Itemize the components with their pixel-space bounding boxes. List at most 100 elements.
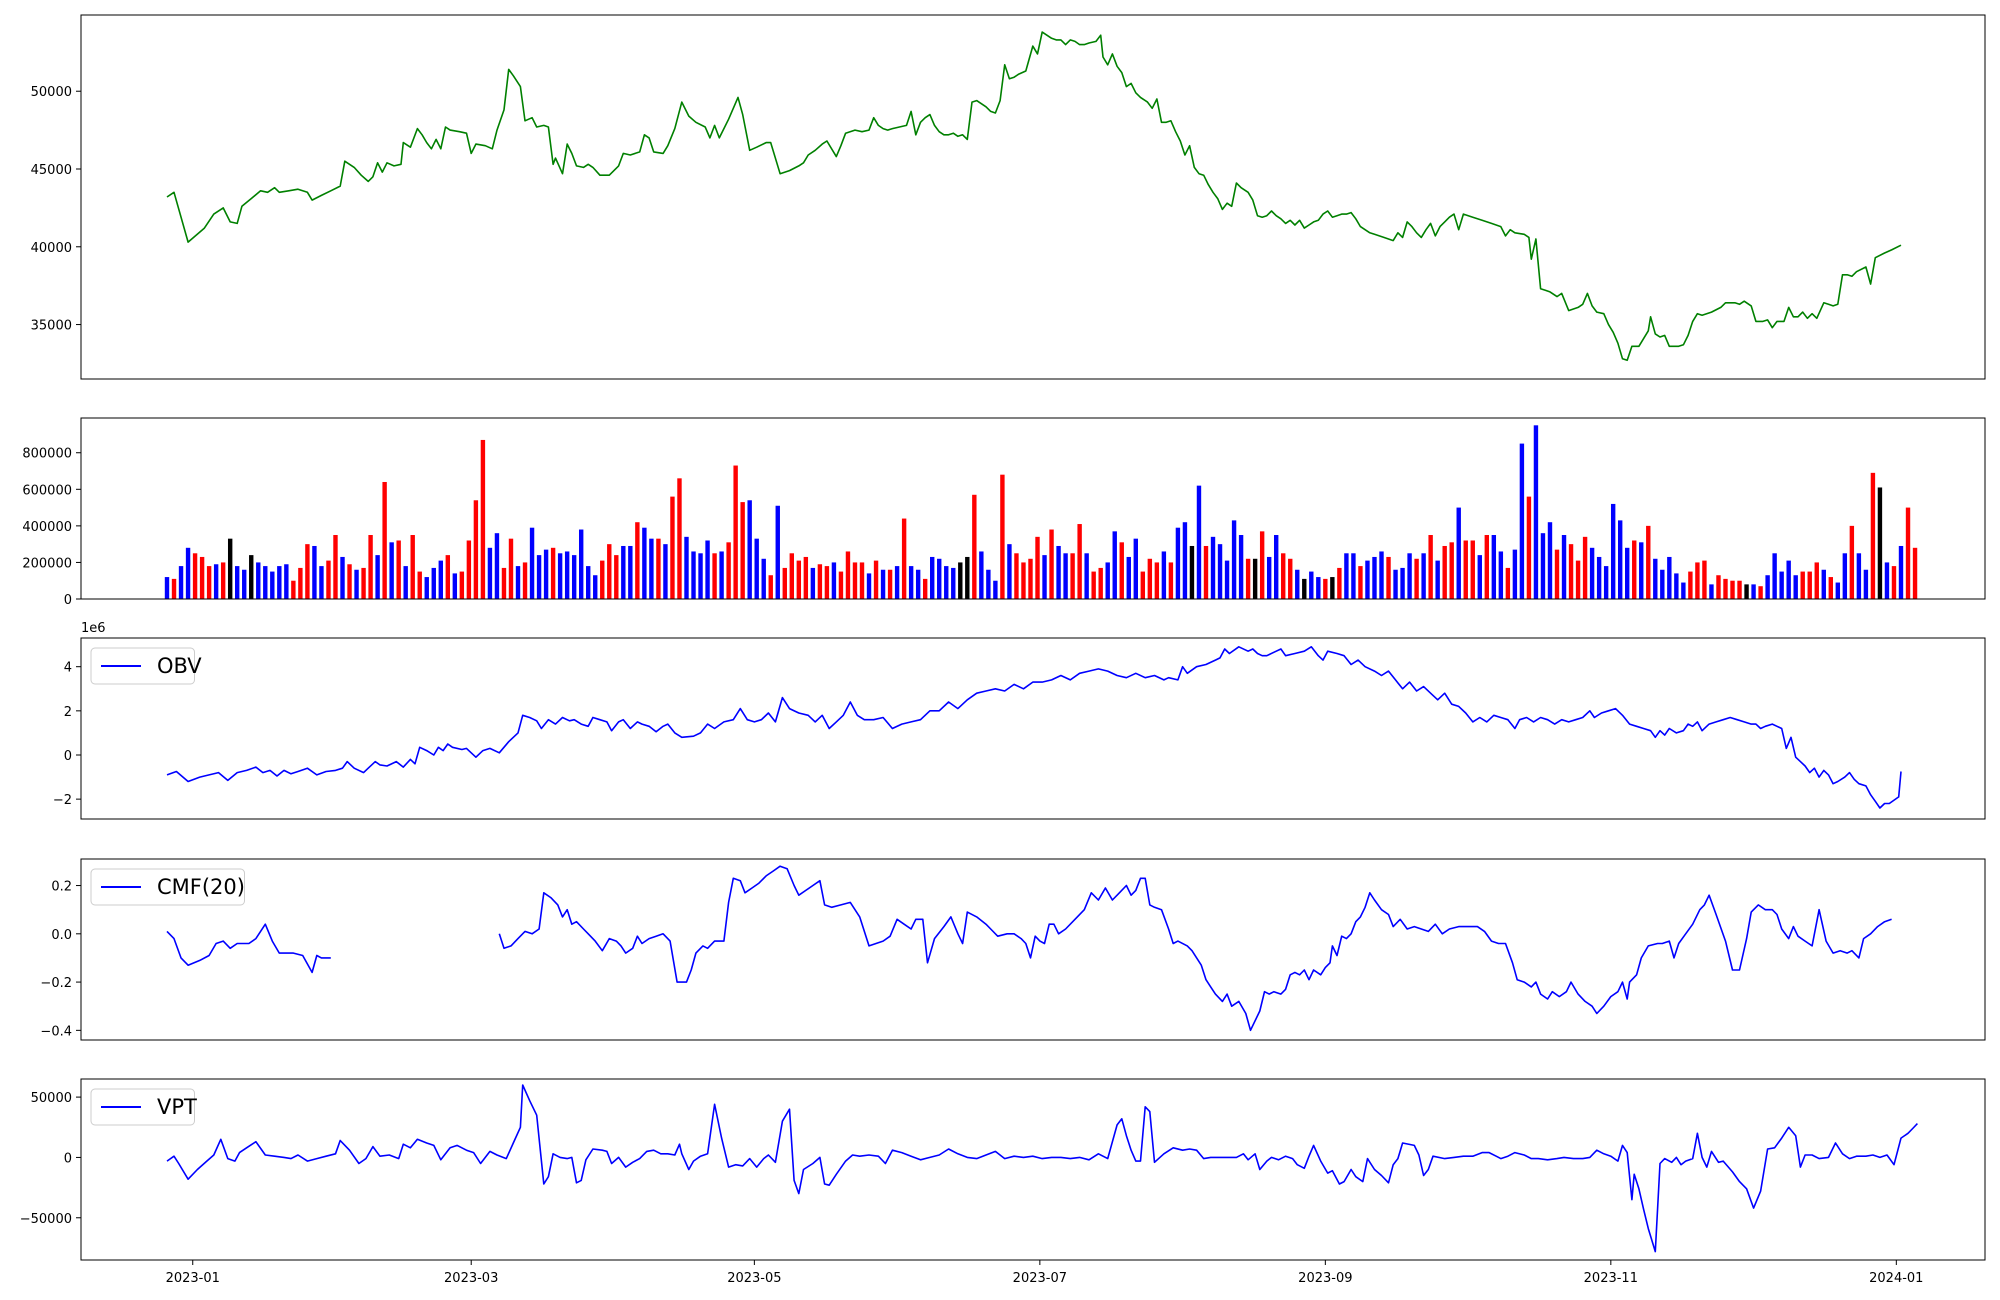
y-tick-label: 4 (64, 661, 72, 676)
y-tick-label: 0 (64, 593, 72, 608)
volume-bar (1252, 558, 1258, 599)
volume-bar (522, 562, 528, 599)
volume-bar (1014, 553, 1019, 599)
volume-bar (1477, 555, 1482, 599)
x-tick-label: 2023-11 (1584, 1271, 1638, 1286)
y-tick-label: −50000 (20, 1212, 72, 1227)
volume-plot-area (164, 425, 1918, 599)
volume-bar (880, 569, 886, 599)
y-tick-label: 0.2 (51, 880, 72, 895)
x-tick-label: 2023-01 (166, 1271, 220, 1286)
volume-bar (1091, 571, 1096, 599)
legend-label: VPT (157, 1095, 197, 1119)
volume-bar (1330, 577, 1335, 599)
volume-bar (761, 558, 766, 599)
volume-bar (354, 569, 359, 599)
volume-bar (670, 496, 675, 599)
y-tick-label: −0.4 (40, 1024, 72, 1039)
volume-bar (375, 555, 380, 599)
volume-bar (600, 560, 605, 599)
volume-bar (1133, 538, 1138, 599)
volume-bar (993, 580, 998, 599)
volume-bar (235, 566, 240, 599)
volume-bar (487, 547, 493, 599)
volume-bar (1386, 556, 1391, 599)
volume-bar (1000, 474, 1005, 599)
volume-bar (1442, 545, 1447, 599)
volume-bar (733, 465, 738, 599)
volume-bar (438, 560, 443, 599)
volume-bar (972, 494, 977, 599)
volume-bar (459, 571, 465, 599)
volume-bar (1379, 551, 1384, 599)
volume-bar (1070, 553, 1075, 599)
volume-bar (789, 553, 795, 599)
volume-bar (614, 555, 619, 599)
volume-bar (1470, 540, 1475, 599)
volume-bar (1484, 535, 1490, 599)
volume-bar (1358, 566, 1363, 599)
volume-bar (1561, 535, 1567, 599)
volume-bar (1730, 580, 1735, 599)
volume-bar (1779, 571, 1784, 599)
volume-bar (185, 547, 191, 599)
volume-bar (347, 564, 352, 599)
volume-bar (1828, 577, 1833, 599)
volume-bar (986, 569, 991, 599)
volume-bar (199, 556, 205, 599)
volume-bar (389, 542, 394, 599)
volume-bar (368, 535, 373, 599)
volume-bar (284, 564, 289, 599)
volume-bar (1407, 553, 1412, 599)
volume-bar (1259, 531, 1265, 599)
volume-bar (705, 540, 710, 599)
volume-bar (1421, 553, 1426, 599)
volume-bar (326, 560, 331, 599)
legend-label: CMF(20) (157, 875, 245, 899)
obv-series-line (166, 645, 1902, 809)
volume-bar (1147, 558, 1153, 599)
volume-bar (305, 544, 310, 599)
volume-bar (965, 556, 970, 599)
volume-bar (1870, 472, 1876, 599)
volume-bar (1793, 575, 1798, 599)
volume-bar (1238, 535, 1244, 599)
volume-bar (1512, 549, 1518, 599)
volume-bar (866, 573, 872, 599)
volume-bar (944, 566, 949, 599)
volume-bar (473, 500, 479, 599)
volume-bar (901, 518, 907, 599)
vpt-axes-frame (80, 1078, 1986, 1261)
volume-bar (1716, 575, 1721, 599)
volume-bar (1414, 558, 1419, 599)
volume-bar (1323, 578, 1328, 599)
volume-bar (1617, 520, 1623, 599)
volume-bar (417, 571, 422, 599)
volume-bar (1884, 562, 1890, 599)
volume-bar (1428, 535, 1433, 599)
vpt-legend: VPT (90, 1088, 197, 1126)
volume-bar (270, 571, 275, 599)
price-axes-frame (80, 14, 1986, 380)
volume-bar (1898, 545, 1904, 599)
obv-plot-area (166, 645, 1902, 809)
vpt-plot-area (166, 1084, 1918, 1253)
volume-bar (930, 556, 935, 599)
y-tick-label: 40000 (31, 241, 72, 256)
volume-bar (838, 571, 844, 599)
x-tick-label: 2024-01 (1869, 1271, 1923, 1286)
volume-bar (951, 567, 956, 599)
volume-bar (1273, 535, 1279, 599)
volume-bar (607, 544, 612, 599)
volume-bar (550, 547, 556, 599)
volume-bar (515, 566, 521, 599)
volume-bar (1042, 555, 1047, 599)
volume-bar (396, 540, 401, 599)
volume-bar (1491, 535, 1497, 599)
cmf-panel: −0.4 −0.2 0.0 0.2 CMF(20) (40, 858, 1986, 1041)
cmf-plot-area (166, 865, 1892, 1032)
volume-bar (1800, 571, 1805, 599)
y-tick-label: 400000 (22, 520, 72, 535)
